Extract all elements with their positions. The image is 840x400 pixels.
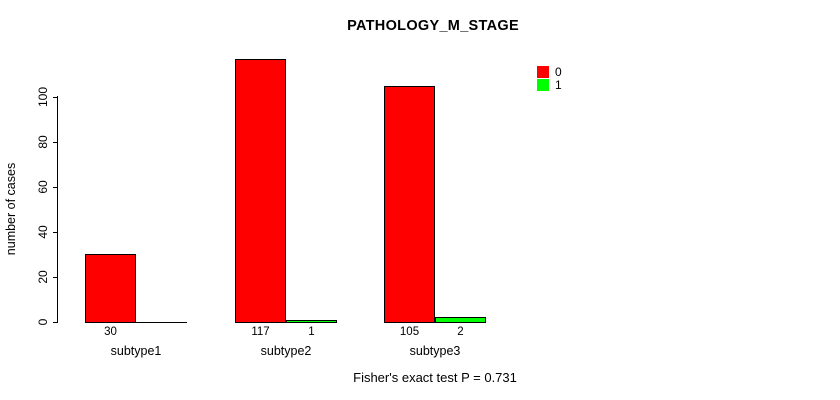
y-tick-label: 20 — [36, 270, 50, 284]
legend-swatch-1 — [537, 78, 549, 91]
bar-value-label: 30 — [104, 326, 117, 338]
legend-label-0: 0 — [555, 64, 562, 79]
bar-subtype1-series0 — [85, 254, 136, 323]
y-tick — [53, 186, 58, 188]
chart-title: PATHOLOGY_M_STAGE — [347, 18, 519, 34]
stat-note: Fisher's exact test P = 0.731 — [353, 370, 517, 385]
bar-value-label: 1 — [308, 326, 315, 338]
bar-subtype2-series1 — [286, 320, 337, 323]
bar-value-label: 2 — [457, 326, 464, 338]
y-tick — [53, 231, 58, 233]
y-axis-line — [57, 96, 58, 323]
x-category-label: subtype1 — [110, 344, 162, 358]
bar-value-label: 105 — [399, 326, 420, 338]
bar-subtype3-series1 — [435, 317, 486, 323]
y-tick-label: 0 — [36, 318, 50, 326]
bar-subtype1-series1 — [136, 322, 187, 323]
y-tick — [53, 276, 58, 278]
y-tick-label: 60 — [36, 180, 50, 194]
y-tick — [53, 321, 58, 323]
y-tick-label: 80 — [36, 135, 50, 149]
x-category-label: subtype3 — [409, 344, 461, 358]
legend-row: 1 — [537, 78, 562, 91]
bar-value-label: 117 — [251, 326, 270, 338]
legend-swatch-0 — [537, 65, 549, 78]
legend-label-1: 1 — [555, 77, 562, 92]
y-axis-title: number of cases — [4, 162, 18, 256]
y-tick-label: 100 — [36, 86, 50, 108]
bar-subtype2-series0 — [235, 59, 286, 323]
y-tick-label: 40 — [36, 225, 50, 239]
legend-row: 0 — [537, 65, 562, 78]
bar-subtype3-series0 — [384, 86, 435, 323]
y-tick — [53, 141, 58, 143]
y-tick — [53, 96, 58, 98]
x-category-label: subtype2 — [260, 344, 312, 358]
